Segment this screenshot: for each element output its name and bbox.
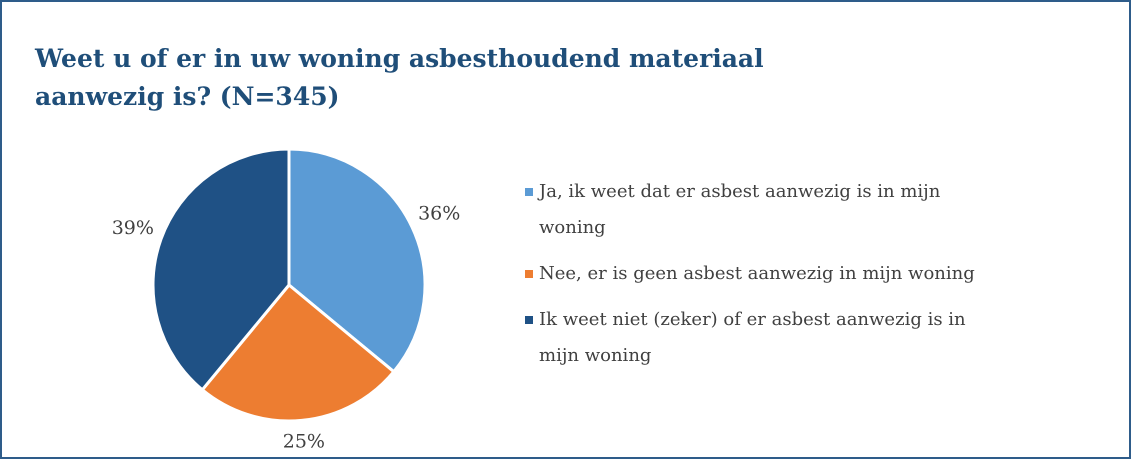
legend-swatch <box>525 270 533 278</box>
data-label: 25% <box>283 430 325 452</box>
legend: Ja, ik weet dat er asbest aanwezig is in… <box>525 174 1005 384</box>
legend-item: Nee, er is geen asbest aanwezig in mijn … <box>525 256 1005 292</box>
legend-label: Ja, ik weet dat er asbest aanwezig is in… <box>539 181 941 238</box>
legend-label: Nee, er is geen asbest aanwezig in mijn … <box>539 263 975 284</box>
pie-slice <box>200 282 396 423</box>
data-label: 36% <box>418 202 460 224</box>
legend-label: Ik weet niet (zeker) of er asbest aanwez… <box>539 309 966 366</box>
pie-slice <box>287 147 427 374</box>
legend-swatch <box>525 316 533 324</box>
legend-item: Ja, ik weet dat er asbest aanwezig is in… <box>525 174 1005 246</box>
legend-swatch <box>525 188 533 196</box>
data-label: 39% <box>112 217 154 239</box>
legend-item: Ik weet niet (zeker) of er asbest aanwez… <box>525 302 1005 374</box>
pie-slice <box>151 147 291 392</box>
chart-title: Weet u of er in uw woning asbesthoudend … <box>35 44 764 111</box>
